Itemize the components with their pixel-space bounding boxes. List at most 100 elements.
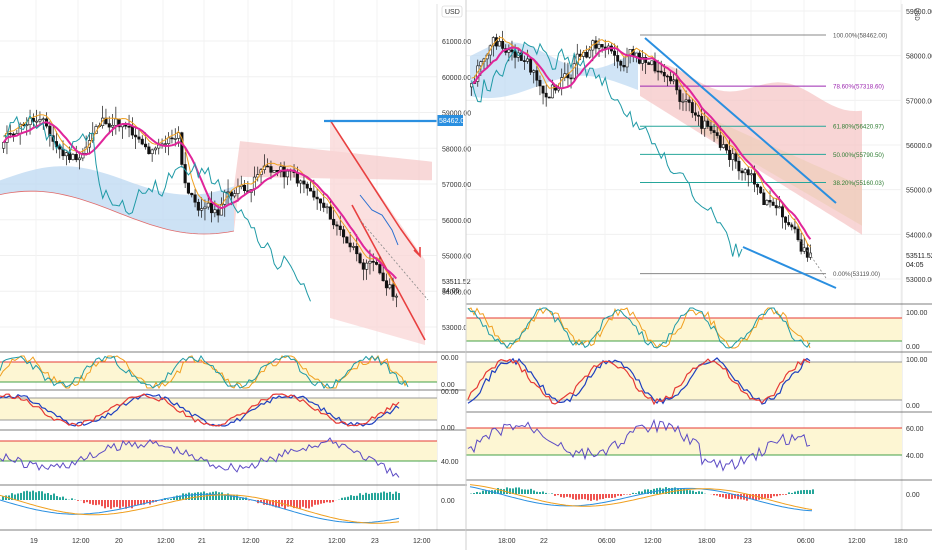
left-candle (309, 188, 312, 191)
fib-level-label: 50.00%(55790.50) (833, 152, 884, 159)
right-price-tick: 56000.00 (906, 143, 932, 150)
right-macd-bar (800, 490, 802, 494)
left-macd-bar (122, 500, 124, 507)
left-macd-bar (2, 496, 4, 500)
right-candle (728, 150, 730, 159)
right-macd-bar (788, 492, 790, 494)
right-macd-bar (617, 494, 619, 496)
fib-level-label: 61.80%(56420.97) (833, 124, 884, 131)
right-macd-bar (782, 494, 784, 495)
left-macd-bar (308, 500, 310, 508)
left-candle (35, 121, 38, 122)
left-candle (306, 184, 309, 188)
right-candle (648, 63, 650, 65)
right-macd-tick: 0.00 (906, 492, 920, 499)
left-macd-bar (362, 495, 364, 500)
right-macd-bar (611, 494, 613, 498)
right-time-tick: 23 (744, 538, 752, 545)
left-macd-bar (26, 491, 28, 500)
left-candle (283, 167, 286, 177)
left-stoch-band (0, 362, 437, 382)
left-macd-bar (380, 493, 382, 500)
right-candle (623, 65, 625, 67)
right-macd-bar (542, 491, 544, 494)
left-macd-bar (53, 494, 55, 500)
right-candle (669, 76, 671, 81)
right-macd-bar (560, 494, 562, 497)
left-candle (115, 119, 118, 125)
right-candle (539, 80, 541, 86)
left-price-tick: 57000.00 (442, 182, 471, 189)
right-candle (613, 51, 615, 55)
right-macd-bar (797, 491, 799, 494)
right-candle (725, 145, 727, 151)
right-candle (791, 225, 793, 227)
left-candle (138, 137, 141, 139)
left-candle (144, 144, 147, 147)
left-macd-bar (302, 500, 304, 507)
left-candle (389, 285, 392, 288)
right-countdown: 04:05 (906, 262, 924, 269)
left-candle (131, 127, 134, 136)
left-macd-bar (350, 495, 352, 500)
left-candle (214, 210, 217, 213)
right-candle (700, 116, 702, 128)
right-candle (660, 71, 662, 72)
right-candle (651, 61, 653, 65)
right-macd-bar (533, 490, 535, 494)
left-candle (352, 246, 355, 247)
left-candle (395, 296, 398, 297)
left-candle (319, 199, 322, 203)
right-candle (685, 100, 687, 101)
left-candle (323, 203, 326, 207)
left-candle (171, 138, 174, 139)
left-candle (316, 197, 319, 199)
right-time-tick: 06:00 (797, 538, 815, 545)
right-macd-bar (623, 494, 625, 495)
left-time-tick: 20 (115, 538, 123, 545)
left-candle (382, 273, 385, 281)
right-macd-bar (554, 494, 556, 496)
left-macd-bar (44, 494, 46, 500)
left-macd-bar (56, 496, 58, 500)
right-macd-bar (599, 494, 601, 499)
left-macd-bar (311, 500, 313, 507)
right-price-tick: 55000.00 (906, 188, 932, 195)
right-macd-bar (809, 490, 811, 494)
right-macd-bar (731, 494, 733, 499)
right-macd-bar (689, 490, 691, 494)
left-candle (111, 125, 114, 127)
left-macd-bar (38, 491, 40, 500)
left-candle (220, 204, 223, 215)
right-macd-bar (539, 492, 541, 494)
right-candle (747, 170, 749, 175)
left-macd-bar (278, 500, 280, 507)
left-macd-bar (221, 492, 223, 500)
right-candle (542, 86, 544, 93)
right-macd-bar (557, 494, 559, 495)
left-macd-bar (368, 494, 370, 500)
left-macd-bar (332, 500, 334, 502)
right-macd-bar (578, 494, 580, 500)
left-candle (326, 207, 329, 208)
left-macd-bar (119, 500, 121, 508)
left-macd-bar (239, 498, 241, 500)
right-candle (548, 97, 550, 98)
right-candle (803, 248, 805, 252)
right-macd-bar (779, 494, 781, 495)
right-macd-bar (803, 490, 805, 494)
right-candle (682, 101, 684, 102)
right-stoch-tick: 100.00 (906, 310, 928, 317)
right-candle (529, 59, 531, 72)
right-macd-bar (584, 494, 586, 499)
left-macd-bar (32, 491, 34, 500)
left-macd-bar (191, 493, 193, 500)
left-candle (365, 263, 368, 269)
right-macd-bar (725, 494, 727, 499)
right-candle (707, 121, 709, 126)
right-macd-bar (728, 494, 730, 499)
left-candle (154, 148, 157, 150)
left-stochrsi-tick: 0.00 (441, 425, 455, 432)
